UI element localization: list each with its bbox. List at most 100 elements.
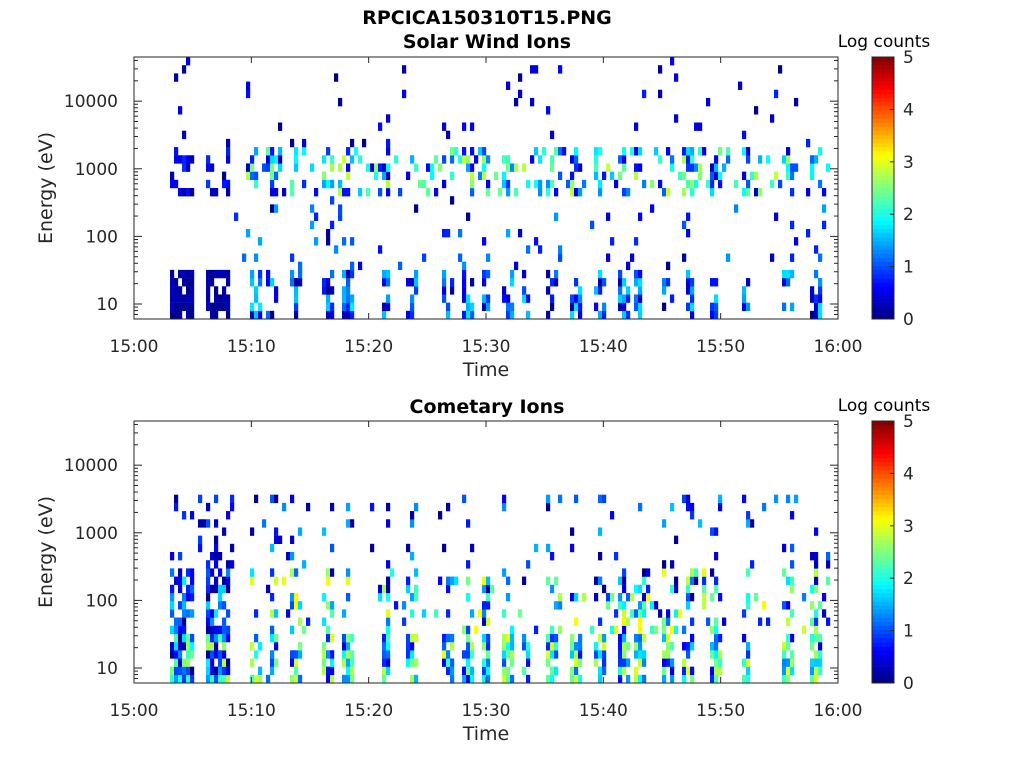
colorbar-tick-label: 0 [903, 310, 914, 330]
heatmap-cell [178, 584, 183, 594]
heatmap-cell [290, 650, 295, 659]
heatmap-cell [574, 617, 579, 626]
heatmap-cell [446, 658, 451, 667]
heatmap-cell [190, 310, 195, 320]
heatmap-cell [182, 592, 187, 602]
heatmap-cell [658, 155, 663, 164]
heatmap-cell [718, 494, 723, 504]
heatmap-cell [690, 179, 695, 189]
heatmap-cell [182, 601, 187, 610]
heatmap-cell [290, 138, 295, 148]
heatmap-cell [346, 568, 351, 577]
heatmap-cell [718, 650, 723, 659]
colorbar-segment [872, 478, 894, 483]
heatmap-cell [714, 171, 719, 181]
heatmap-cell [506, 576, 511, 585]
heatmap-cell [446, 302, 451, 312]
heatmap-cell [326, 294, 331, 303]
heatmap-cell [446, 228, 451, 238]
heatmap-cell [618, 286, 623, 295]
heatmap-cell [482, 666, 487, 676]
heatmap-cell [190, 584, 195, 594]
heatmap-cell [206, 601, 211, 610]
heatmap-cell [350, 658, 355, 667]
heatmap-cell [710, 188, 715, 197]
heatmap-cell [486, 253, 491, 262]
heatmap-cell [710, 163, 715, 172]
heatmap-cell [486, 650, 491, 659]
heatmap-cell [274, 576, 279, 585]
heatmap-cell [486, 179, 491, 189]
heatmap-cell [546, 269, 551, 279]
colorbar-segment [872, 265, 894, 271]
heatmap-cell [618, 650, 623, 659]
heatmap-cell [742, 147, 747, 156]
heatmap-cell [634, 269, 639, 279]
heatmap-cell [790, 584, 795, 594]
heatmap-cell [330, 155, 335, 164]
heatmap-cell [810, 163, 815, 172]
heatmap-cell [446, 666, 451, 676]
heatmap-cell [506, 294, 511, 303]
heatmap-cell [642, 609, 647, 618]
heatmap-cell [454, 147, 459, 156]
heatmap-cell [598, 269, 603, 279]
heatmap-cell [714, 163, 719, 172]
heatmap-cell [518, 73, 523, 82]
heatmap-cell [298, 261, 303, 271]
heatmap-cell [638, 269, 643, 279]
heatmap-cell [786, 269, 791, 279]
heatmap-cell [226, 674, 231, 684]
heatmap-cell [486, 576, 491, 585]
heatmap-cell [470, 163, 475, 172]
heatmap-cell [274, 286, 279, 295]
heatmap-cell [534, 237, 539, 246]
heatmap-cell [174, 576, 179, 585]
heatmap-cell [686, 286, 691, 295]
heatmap-cell [170, 286, 175, 295]
heatmap-cell [306, 617, 311, 626]
heatmap-cell [786, 658, 791, 667]
heatmap-cell [714, 310, 719, 320]
heatmap-cell [430, 163, 435, 172]
heatmap-cell [446, 633, 451, 643]
heatmap-cell [442, 633, 447, 643]
heatmap-cell [478, 147, 483, 156]
heatmap-cell [670, 625, 675, 635]
heatmap-cell [250, 278, 255, 287]
heatmap-cell [654, 147, 659, 156]
heatmap-cell [814, 576, 819, 585]
heatmap-cell [546, 658, 551, 667]
heatmap-cell [206, 519, 211, 528]
heatmap-cell [538, 155, 543, 164]
heatmap-cell [782, 568, 787, 577]
heatmap-cell [470, 122, 475, 131]
heatmap-cell [486, 155, 491, 164]
heatmap-cell [414, 584, 419, 594]
heatmap-cell [382, 278, 387, 287]
heatmap-cell [710, 171, 715, 181]
heatmap-cell [178, 302, 183, 312]
heatmap-cell [174, 666, 179, 676]
heatmap-cell [574, 674, 579, 684]
heatmap-cell [814, 294, 819, 303]
heatmap-cell [270, 163, 275, 172]
heatmap-cell [526, 674, 531, 684]
heatmap-cell [442, 543, 447, 553]
heatmap-cell [546, 576, 551, 585]
heatmap-cell [178, 617, 183, 626]
heatmap-cell [746, 511, 751, 520]
heatmap-cell [574, 155, 579, 164]
heatmap-cell [502, 494, 507, 504]
heatmap-cell [450, 576, 455, 585]
y-tick-label: 1000 [75, 160, 118, 180]
heatmap-cell [214, 302, 219, 312]
heatmap-cell [634, 171, 639, 181]
heatmap-cell [466, 658, 471, 667]
heatmap-cell [826, 163, 831, 172]
x-tick-label: 15:00 [110, 337, 159, 357]
heatmap-cell [710, 642, 715, 651]
heatmap-cell [386, 114, 391, 123]
heatmap-cell [206, 650, 211, 659]
heatmap-cell [182, 674, 187, 684]
